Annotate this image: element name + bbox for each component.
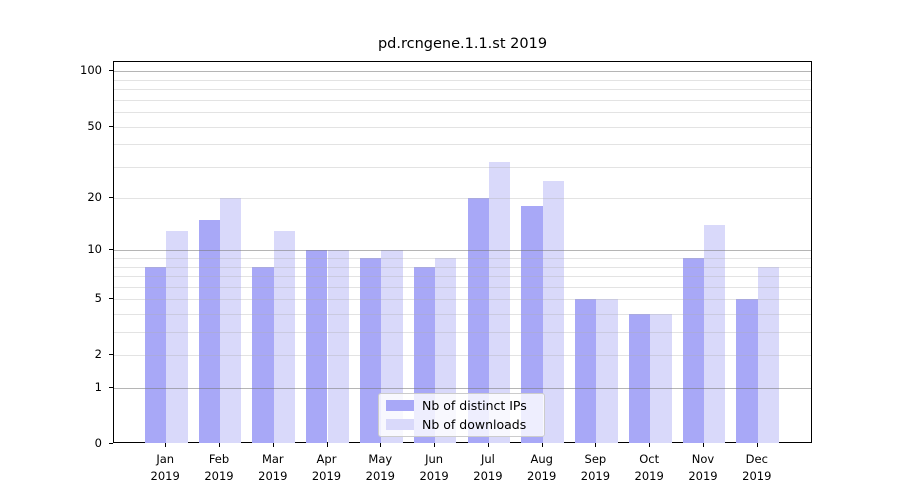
bar-downloads-dec <box>757 266 780 443</box>
gridline-minor-90 <box>114 79 811 81</box>
x-axis-tick-sep <box>595 443 597 447</box>
y-axis-tick-5 <box>109 298 113 300</box>
gridline-minor-9 <box>114 258 811 260</box>
bar-downloads-mar <box>273 230 296 443</box>
legend: Nb of distinct IPs Nb of downloads <box>378 393 545 437</box>
x-axis-tick-nov <box>703 443 704 447</box>
gridline-minor-8 <box>114 266 811 268</box>
gridline-minor-40 <box>114 144 811 146</box>
gridline-minor-30 <box>114 166 811 168</box>
gridline-minor-6 <box>114 286 811 288</box>
y-axis-label-2: 2 <box>94 347 102 362</box>
y-axis-tick-0 <box>109 443 113 444</box>
bar-distinct-ips-feb <box>198 220 220 443</box>
x-axis-tick-may <box>380 443 382 447</box>
y-axis-label-5: 5 <box>94 291 102 306</box>
x-axis-label-may: May 2019 <box>365 452 395 483</box>
gridline-minor-60 <box>114 112 811 114</box>
y-axis-label-50: 50 <box>87 118 102 133</box>
bar-distinct-ips-aug <box>521 206 543 443</box>
gridline-major-100 <box>114 71 811 73</box>
legend-swatch-distinct-ips-icon <box>386 400 414 411</box>
x-axis-tick-oct <box>649 443 651 447</box>
y-axis-tick-20 <box>109 197 113 199</box>
x-axis-label-jan: Jan 2019 <box>150 452 180 483</box>
x-axis-label-nov: Nov 2019 <box>688 452 718 483</box>
bar-downloads-sep <box>596 299 618 443</box>
bar-distinct-ips-jul <box>467 198 489 443</box>
gridline-minor-4 <box>114 314 811 316</box>
y-axis-tick-2 <box>109 354 113 356</box>
x-axis-tick-dec <box>756 443 758 447</box>
chart-title: pd.rcngene.1.1.st 2019 <box>377 36 548 52</box>
bar-distinct-ips-may <box>359 258 382 443</box>
bar-distinct-ips-oct <box>628 314 651 443</box>
y-axis-tick-50 <box>109 125 113 127</box>
x-axis-tick-jan <box>165 443 167 447</box>
bar-downloads-apr <box>327 250 349 443</box>
x-axis-label-apr: Apr 2019 <box>311 452 342 483</box>
gridline-minor-50 <box>114 126 811 128</box>
bar-downloads-jan <box>166 230 188 443</box>
y-axis-tick-1 <box>109 387 113 388</box>
gridline-major-10 <box>114 250 811 252</box>
x-axis-label-jun: Jun 2019 <box>419 452 449 483</box>
x-axis-label-oct: Oct 2019 <box>634 452 664 483</box>
legend-swatch-downloads-icon <box>386 419 414 430</box>
x-axis-tick-jul <box>487 443 489 447</box>
y-axis-label-20: 20 <box>87 190 102 205</box>
y-axis-label-0: 0 <box>94 436 102 450</box>
gridline-minor-20 <box>114 198 811 200</box>
gridline-major-1 <box>114 388 811 389</box>
x-axis-label-mar: Mar 2019 <box>258 452 288 483</box>
legend-item-downloads: Nb of downloads <box>379 417 544 432</box>
y-axis-tick-100 <box>109 70 113 72</box>
legend-label-distinct-ips: Nb of distinct IPs <box>422 398 527 413</box>
x-axis-label-jul: Jul 2019 <box>473 452 503 483</box>
bar-distinct-ips-nov <box>682 258 704 443</box>
bar-distinct-ips-jan <box>144 266 167 443</box>
x-axis-label-feb: Feb 2019 <box>204 452 234 483</box>
bar-downloads-jul <box>488 161 511 443</box>
gridline-minor-3 <box>114 332 811 334</box>
x-axis-tick-apr <box>326 443 328 447</box>
x-axis-label-sep: Sep 2019 <box>580 452 611 483</box>
y-axis-label-10: 10 <box>87 242 102 257</box>
x-axis-label-dec: Dec 2019 <box>742 452 772 483</box>
gridline-minor-80 <box>114 89 811 91</box>
legend-item-distinct-ips: Nb of distinct IPs <box>379 398 544 413</box>
gridline-minor-70 <box>114 99 811 101</box>
x-axis-tick-jun <box>434 443 436 447</box>
legend-label-downloads: Nb of downloads <box>422 417 527 432</box>
x-axis-tick-mar <box>272 443 274 447</box>
x-axis-tick-aug <box>541 443 543 447</box>
bar-distinct-ips-apr <box>306 250 328 443</box>
y-axis-label-1: 1 <box>94 380 102 394</box>
plot-area <box>113 61 812 443</box>
gridline-minor-5 <box>114 299 811 301</box>
bar-distinct-ips-sep <box>575 299 597 443</box>
y-axis-tick-10 <box>109 249 113 251</box>
gridline-minor-2 <box>114 355 811 357</box>
y-axis-label-100: 100 <box>80 63 102 78</box>
x-axis-label-aug: Aug 2019 <box>527 452 557 483</box>
bar-downloads-oct <box>650 314 672 443</box>
bar-distinct-ips-dec <box>736 299 758 443</box>
bar-downloads-aug <box>542 180 565 443</box>
gridline-minor-7 <box>114 276 811 278</box>
x-axis-tick-feb <box>219 443 220 447</box>
bar-downloads-feb <box>220 198 242 443</box>
bar-distinct-ips-mar <box>252 266 274 443</box>
